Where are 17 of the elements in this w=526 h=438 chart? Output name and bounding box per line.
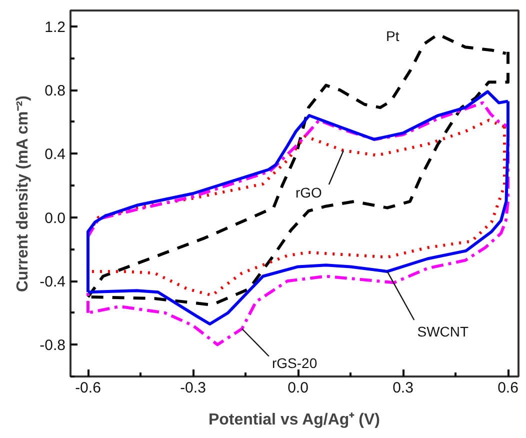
annotation: rGS-20	[272, 354, 318, 371]
y-tick-label: -0.4	[40, 274, 66, 291]
y-tick-label: 0.8	[44, 82, 66, 100]
y-tick-label: 0.0	[44, 210, 66, 227]
annotation: Pt	[386, 28, 400, 44]
annotation: rGO	[296, 184, 322, 201]
x-tick-label: 0.6	[498, 380, 518, 396]
annotation: SWCNT	[417, 323, 470, 340]
y-tick-label: 1.2	[44, 18, 66, 36]
x-tick-label: 0.0	[288, 380, 308, 396]
y-tick-label: -0.8	[40, 337, 66, 354]
x-tick-label: -0.6	[75, 380, 101, 396]
y-tick-label: 0.4	[44, 146, 66, 164]
x-tick-label: 0.3	[392, 380, 414, 396]
x-axis-title: Potential vs Ag/Ag⁺ (V)	[208, 412, 380, 428]
x-tick-label: -0.3	[180, 380, 206, 396]
y-axis-title: Current density (mA cm⁻²)	[14, 96, 32, 292]
